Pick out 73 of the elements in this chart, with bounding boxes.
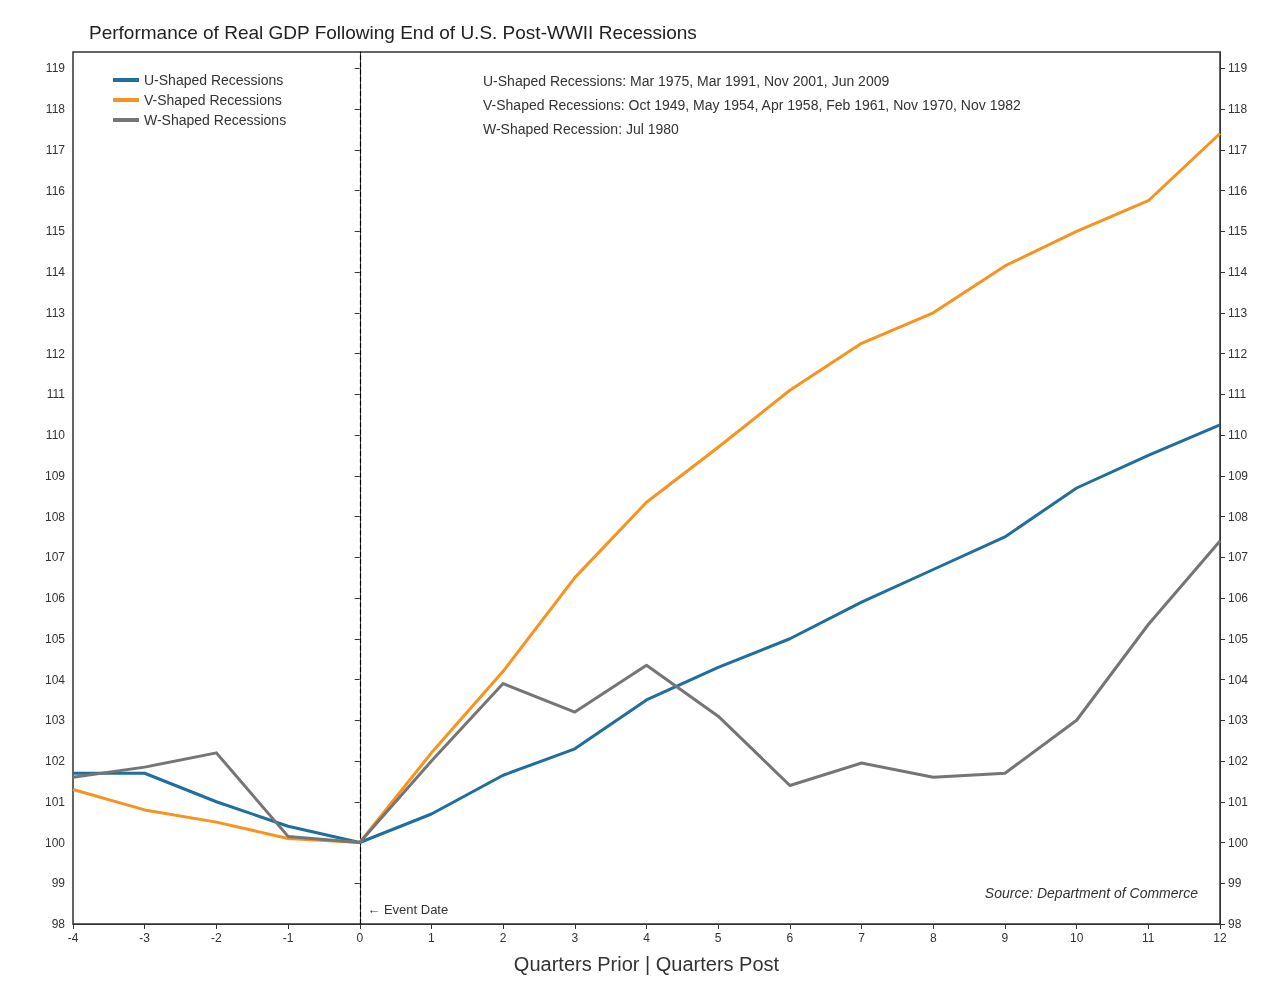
x-tick-label: 7 (858, 931, 866, 945)
y-tick-label: 107 (44, 550, 66, 565)
x-tick-label: 6 (786, 931, 794, 945)
y-tick-label: 109 (44, 468, 66, 483)
x-tick-label: 5 (714, 931, 722, 945)
y-tick-label: 98 (51, 917, 66, 931)
x-tick-label: 11 (1142, 931, 1155, 945)
annotation: U-Shaped Recessions: Mar 1975, Mar 1991, Nov 2001, Jun 2009 (483, 73, 890, 89)
y2-tick-label: 115 (1228, 224, 1248, 239)
y2-tick-label: 117 (1228, 142, 1248, 157)
legend-label: U-Shaped Recessions (144, 72, 284, 88)
y2-tick-label: 105 (1228, 631, 1249, 646)
y-tick-label: 112 (45, 346, 66, 361)
annotation: W-Shaped Recession: Jul 1980 (483, 121, 680, 137)
y2-tick-label: 114 (1228, 265, 1248, 280)
y-tick-label: 111 (46, 387, 66, 402)
y2-tick-label: 99 (1228, 876, 1242, 891)
legend-label: V-Shaped Recessions (144, 92, 282, 108)
x-tick-label: 2 (499, 931, 507, 945)
y2-tick-label: 110 (1228, 428, 1248, 443)
x-tick-label: -4 (67, 931, 79, 945)
y2-tick-label: 119 (1228, 61, 1248, 76)
x-tick-label: 0 (356, 931, 364, 945)
y-tick-label: 113 (45, 305, 66, 320)
y-tick-label: 114 (45, 265, 66, 280)
y2-tick-label: 103 (1228, 713, 1249, 728)
line-series (71, 423, 1222, 844)
x-tick-label: 3 (571, 931, 579, 945)
x-tick-label: 4 (643, 931, 651, 945)
y-tick-label: 103 (44, 713, 66, 728)
y-tick-label: 106 (44, 591, 66, 606)
y2-tick-label: 104 (1228, 672, 1249, 687)
y2-tick-label: 106 (1228, 591, 1249, 606)
y2-tick-label: 108 (1228, 509, 1249, 524)
line-series (71, 539, 1222, 844)
y2-tick-label: 109 (1228, 468, 1249, 483)
x-tick-label: -3 (139, 931, 151, 945)
x-tick-label: -1 (282, 931, 294, 945)
y-tick-label: 110 (45, 428, 66, 443)
chart-title: Performance of Real GDP Following End of U.S. Post-WWII Recessions (89, 22, 697, 43)
y2-tick-label: 100 (1228, 835, 1249, 850)
ref-line-label: ← Event Date (367, 902, 449, 917)
y-tick-label: 108 (44, 509, 66, 524)
annotation: Source: Department of Commerce (984, 885, 1199, 901)
x-tick-label: 10 (1069, 931, 1084, 945)
y-tick-label: 104 (44, 672, 66, 687)
y-tick-label: 105 (44, 631, 66, 646)
y2-tick-label: 111 (1228, 387, 1247, 402)
y-tick-label: 101 (44, 794, 66, 809)
y2-tick-label: 116 (1228, 183, 1248, 198)
y-tick-label: 119 (45, 61, 66, 76)
y2-tick-label: 113 (1228, 305, 1248, 320)
y2-tick-label: 102 (1228, 754, 1249, 769)
y2-tick-label: 118 (1228, 102, 1248, 117)
x-axis-title: Quarters Prior | Quarters Post (513, 953, 780, 975)
y-tick-label: 100 (44, 835, 66, 850)
x-tick-label: 12 (1213, 931, 1227, 945)
y2-tick-label: 101 (1228, 794, 1249, 809)
y-tick-label: 118 (45, 102, 66, 117)
y-tick-label: 116 (45, 183, 66, 198)
x-tick-label: 1 (428, 931, 436, 945)
y-tick-label: 99 (51, 876, 66, 891)
y2-tick-label: 112 (1228, 346, 1248, 361)
y-tick-label: 117 (45, 142, 66, 157)
y2-tick-label: 98 (1228, 917, 1242, 931)
y2-tick-label: 107 (1228, 550, 1249, 565)
x-tick-label: 8 (929, 931, 937, 945)
annotation: V-Shaped Recessions: Oct 1949, May 1954, Apr 1958, Feb 1961, Nov 1970, Nov 1982 (483, 97, 1021, 113)
y-tick-label: 115 (45, 224, 66, 239)
x-tick-label: 9 (1001, 931, 1009, 945)
legend-label: W-Shaped Recessions (144, 112, 287, 128)
x-tick-label: -2 (211, 931, 223, 945)
y-tick-label: 102 (44, 754, 66, 769)
